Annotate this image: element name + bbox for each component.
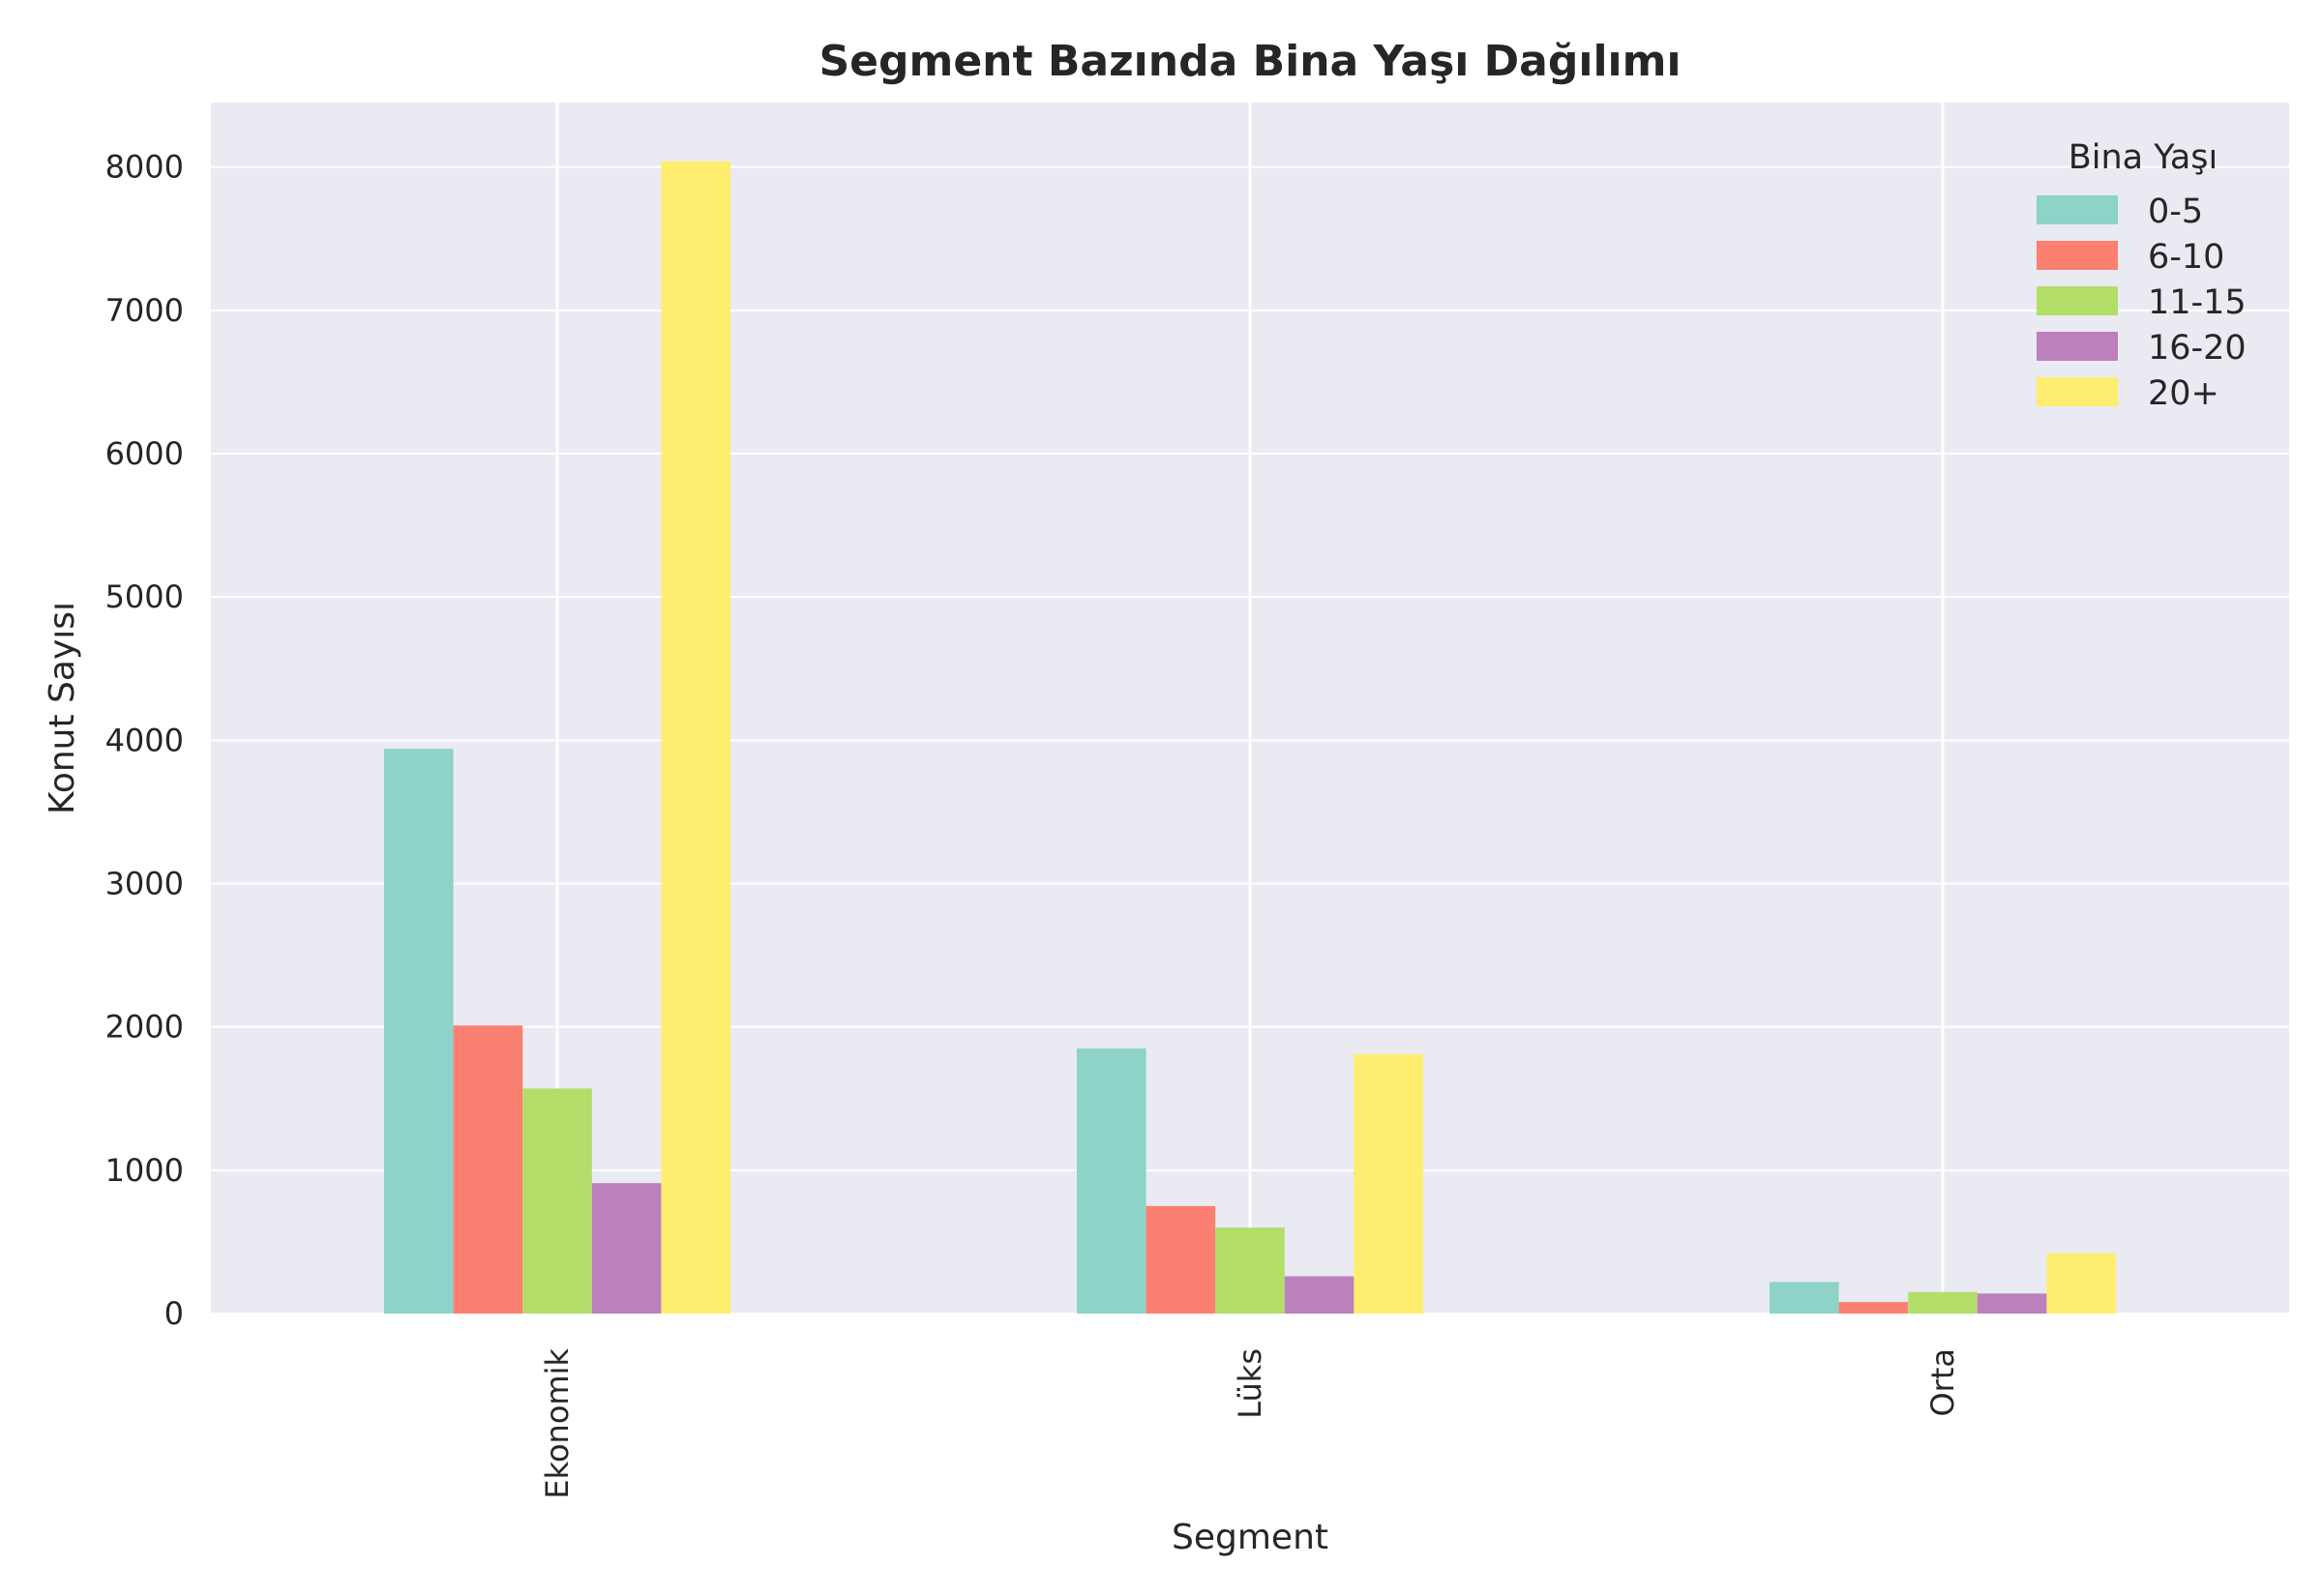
bar-orta-16-20: [1977, 1293, 2047, 1314]
bar-ekonomik-6-10: [453, 1025, 523, 1314]
y-tick-label: 8000: [105, 149, 184, 186]
x-tick-label-orta: Orta: [1924, 1348, 1961, 1417]
y-tick-label: 6000: [105, 435, 184, 472]
y-tick-label: 3000: [105, 866, 184, 902]
legend-swatch-11-15: [2037, 286, 2118, 315]
bar-orta-0-5: [1770, 1282, 1839, 1314]
bar-ekonomik-16-20: [591, 1183, 662, 1314]
x-axis-label: Segment: [1172, 1518, 1328, 1557]
legend-label-16-20: 16-20: [2148, 329, 2247, 368]
x-tick-label-lüks: Lüks: [1232, 1348, 1268, 1419]
legend-label-20+: 20+: [2148, 374, 2219, 413]
bar-lüks-16-20: [1284, 1276, 1354, 1314]
legend-swatch-16-20: [2037, 332, 2118, 361]
y-tick-label: 4000: [105, 722, 184, 758]
legend-swatch-6-10: [2037, 241, 2118, 270]
y-tick-label: 2000: [105, 1009, 184, 1046]
legend-label-0-5: 0-5: [2148, 192, 2203, 231]
legend-swatch-20+: [2037, 377, 2118, 406]
bar-orta-20+: [2046, 1253, 2116, 1314]
legend-label-11-15: 11-15: [2148, 283, 2247, 322]
legend-title: Bina Yaşı: [2069, 138, 2218, 177]
bar-ekonomik-20+: [661, 161, 730, 1314]
y-ticks: 0 1000 2000 3000 4000 5000 6000 7000 8000: [105, 149, 184, 1332]
bar-orta-11-15: [1908, 1291, 1978, 1314]
bar-orta-6-10: [1838, 1302, 1909, 1314]
y-axis-label: Konut Sayısı: [43, 602, 82, 814]
y-tick-label: 0: [164, 1295, 184, 1332]
bar-ekonomik-0-5: [384, 749, 454, 1314]
bars: [384, 161, 2116, 1314]
bar-lüks-0-5: [1077, 1048, 1146, 1314]
legend: Bina Yaşı 0-5 6-10 11-15 16-20 20+: [2037, 138, 2247, 413]
bar-ekonomik-11-15: [522, 1088, 592, 1314]
legend-label-6-10: 6-10: [2148, 238, 2224, 277]
legend-swatch-0-5: [2037, 195, 2118, 224]
y-tick-label: 5000: [105, 578, 184, 615]
y-tick-label: 7000: [105, 292, 184, 329]
bar-lüks-11-15: [1215, 1227, 1285, 1314]
y-tick-label: 1000: [105, 1152, 184, 1189]
x-ticks: Ekonomik Lüks Orta: [539, 1348, 1961, 1499]
bar-lüks-20+: [1354, 1053, 1423, 1314]
chart-title: Segment Bazında Bina Yaşı Dağılımı: [819, 37, 1681, 86]
x-tick-label-ekonomik: Ekonomik: [539, 1348, 576, 1499]
bar-lüks-6-10: [1146, 1205, 1216, 1314]
